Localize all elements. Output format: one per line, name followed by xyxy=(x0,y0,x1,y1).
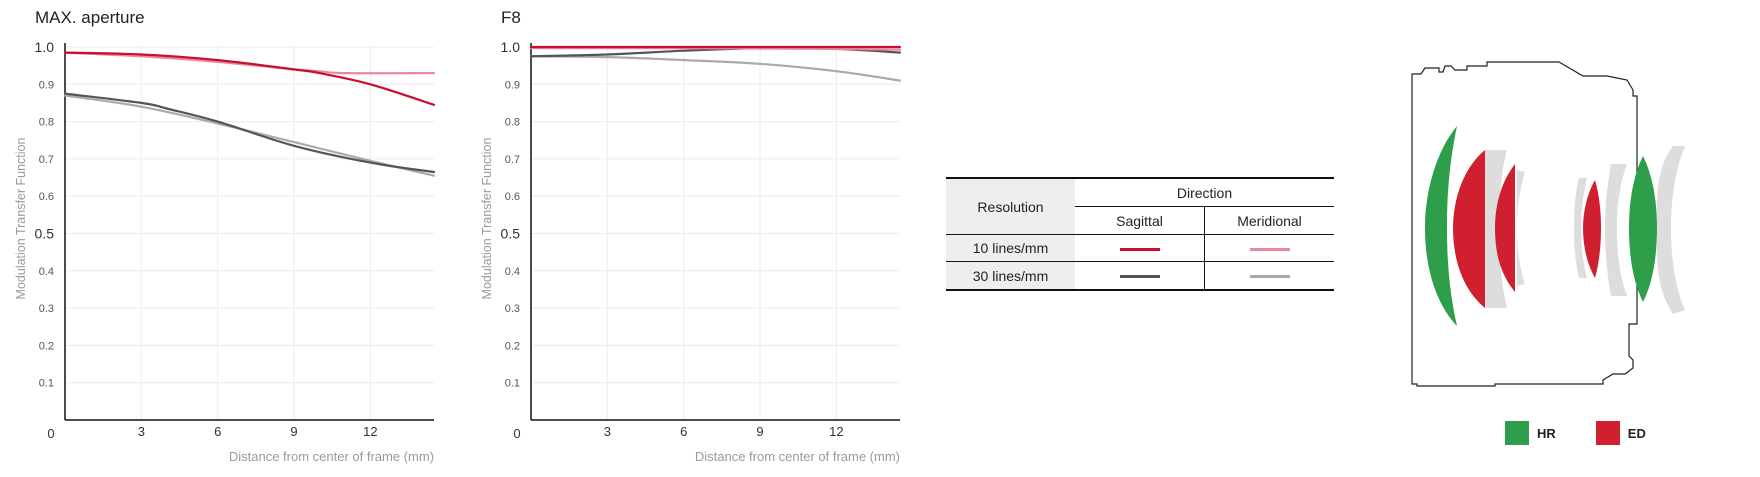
y-tick-label: 0.2 xyxy=(39,340,54,352)
row-10-meridional-swatch xyxy=(1204,234,1334,262)
lens-element-1-hr xyxy=(1425,126,1457,326)
y-tick-label: 0.9 xyxy=(39,79,54,91)
ed-label: ED xyxy=(1627,425,1646,441)
x-tick-label: 9 xyxy=(290,424,297,439)
mtf-legend-table: Resolution Direction Sagittal Meridional… xyxy=(946,177,1334,291)
y-tick-label: 0.6 xyxy=(505,191,520,203)
sagittal-header: Sagittal xyxy=(1075,206,1205,235)
lens-element-8-gray xyxy=(1605,164,1627,296)
swatch-10-sagittal xyxy=(1119,247,1160,251)
f8-series-m30 xyxy=(529,55,902,82)
lens-legend-hr: HR xyxy=(1505,421,1556,445)
x-tick-label: 0 xyxy=(47,426,54,441)
y-tick-label: 0.5 xyxy=(501,226,521,242)
x-tick-label: 6 xyxy=(214,424,221,439)
lens-legend: HR ED xyxy=(1505,421,1686,445)
y-tick-label: 0.9 xyxy=(505,79,520,91)
row-10-lines-label: 10 lines/mm xyxy=(946,234,1075,262)
y-tick-label: 0.8 xyxy=(505,117,520,129)
lens-element-2-ed xyxy=(1453,150,1485,308)
hr-label: HR xyxy=(1537,425,1556,441)
y-axis-label: Modulation Transfer Function xyxy=(14,138,28,300)
hr-swatch xyxy=(1505,421,1529,445)
y-tick-label: 0.4 xyxy=(505,266,520,278)
mtf-chart-f8: F8 1.0 0.9 0.8 0.7 0.6 0.5 0.4 0.3 0.2 0.1 0 3 6 9 12 Mo… xyxy=(480,8,902,464)
lens-barrel-outline xyxy=(1411,61,1638,387)
x-tick-label: 12 xyxy=(363,424,377,439)
chart-title: F8 xyxy=(501,8,521,27)
y-tick-label: 1.0 xyxy=(501,39,521,55)
x-tick-label: 12 xyxy=(829,424,843,439)
y-tick-label: 0.4 xyxy=(39,266,54,278)
swatch-30-sagittal xyxy=(1119,275,1160,279)
y-tick-label: 0.1 xyxy=(505,378,520,390)
y-tick-label: 1.0 xyxy=(35,39,55,55)
lens-element-9-hr xyxy=(1629,156,1657,302)
y-tick-label: 0.3 xyxy=(39,303,54,315)
y-tick-label: 0.8 xyxy=(39,117,54,129)
y-tick-label: 0.6 xyxy=(39,191,54,203)
swatch-30-meridional xyxy=(1249,275,1290,279)
lens-element-4-ed xyxy=(1495,164,1515,292)
direction-header: Direction xyxy=(1075,178,1334,207)
max-aperture-series-s10 xyxy=(63,51,436,106)
chart-title: MAX. aperture xyxy=(35,8,145,27)
row-30-sagittal-swatch xyxy=(1075,262,1205,291)
row-10-sagittal-swatch xyxy=(1075,234,1205,262)
lens-element-6-gray xyxy=(1574,178,1587,278)
lens-element-7-ed xyxy=(1583,180,1601,278)
y-tick-label: 0.2 xyxy=(505,340,520,352)
x-tick-label: 6 xyxy=(680,424,687,439)
swatch-10-meridional xyxy=(1249,247,1290,251)
y-tick-label: 0.7 xyxy=(505,154,520,166)
x-tick-label: 0 xyxy=(513,426,520,441)
x-tick-label: 9 xyxy=(756,424,763,439)
y-axis-label: Modulation Transfer Function xyxy=(480,138,494,300)
x-tick-label: 3 xyxy=(138,424,145,439)
y-tick-label: 0.7 xyxy=(39,154,54,166)
lens-legend-ed: ED xyxy=(1595,421,1646,445)
x-axis-label: Distance from center of frame (mm) xyxy=(695,449,900,464)
y-tick-label: 0.1 xyxy=(39,378,54,390)
lens-construction-diagram xyxy=(1411,61,1685,387)
y-tick-label: 0.3 xyxy=(505,303,520,315)
x-axis-label: Distance from center of frame (mm) xyxy=(229,449,434,464)
x-tick-label: 3 xyxy=(604,424,611,439)
max-aperture-series-s30 xyxy=(63,92,436,174)
ed-swatch xyxy=(1595,421,1620,445)
resolution-header: Resolution xyxy=(946,178,1075,235)
mtf-chart-max-aperture: MAX. aperture 1.0 0.9 0.8 0.7 0.6 0.5 0.4 0.3 0.2… xyxy=(14,8,436,464)
lens-element-5-gray xyxy=(1517,170,1525,286)
meridional-header: Meridional xyxy=(1204,206,1334,235)
max-aperture-series-m30 xyxy=(63,94,436,177)
row-30-lines-label: 30 lines/mm xyxy=(946,261,1075,290)
y-tick-label: 0.5 xyxy=(35,226,55,242)
lens-element-10-gray xyxy=(1656,146,1685,314)
row-30-meridional-swatch xyxy=(1204,261,1334,290)
